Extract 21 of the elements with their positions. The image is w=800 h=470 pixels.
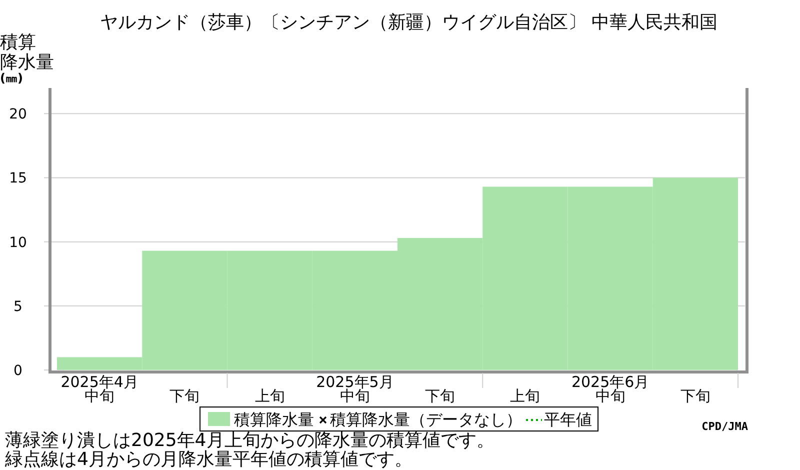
legend-label: 積算降水量（データなし）: [330, 410, 522, 429]
y-axis-title: 積算降水量(㎜): [0, 32, 54, 85]
y-tick-label: 0: [14, 363, 22, 379]
text: 薄緑塗り潰しは2025年4月上旬からの降水量の積算値です。: [5, 430, 494, 451]
x-tick-label: 2025年4月中旬: [60, 373, 138, 405]
x-tick-label: 下旬: [170, 387, 200, 405]
x-tick-label: 下旬: [680, 387, 710, 405]
x-tick-label: 2025年5月中旬: [316, 373, 394, 405]
chart-title: ヤルカンド（莎車）〔シンチアン（新疆）ウイグル自治区〕 中華人民共和国: [100, 12, 718, 33]
x-tick-label: 上旬: [510, 387, 540, 405]
y-tick-label: 15: [9, 170, 27, 187]
y-tick-label: 20: [9, 106, 27, 123]
x-tick-label: 2025年6月中旬: [571, 373, 650, 405]
text: 緑点線は4月からの月降水量平年値の積算値です。: [4, 449, 412, 470]
legend-label: 平年値: [544, 410, 592, 429]
legend-label: 積算降水量: [234, 410, 314, 429]
y-tick-label: 5: [14, 298, 22, 315]
text: CPD/JMA: [702, 420, 748, 433]
y-tick-label: 10: [9, 234, 27, 251]
x-tick-label: 下旬: [425, 387, 456, 405]
x-tick-label: 上旬: [254, 387, 285, 405]
